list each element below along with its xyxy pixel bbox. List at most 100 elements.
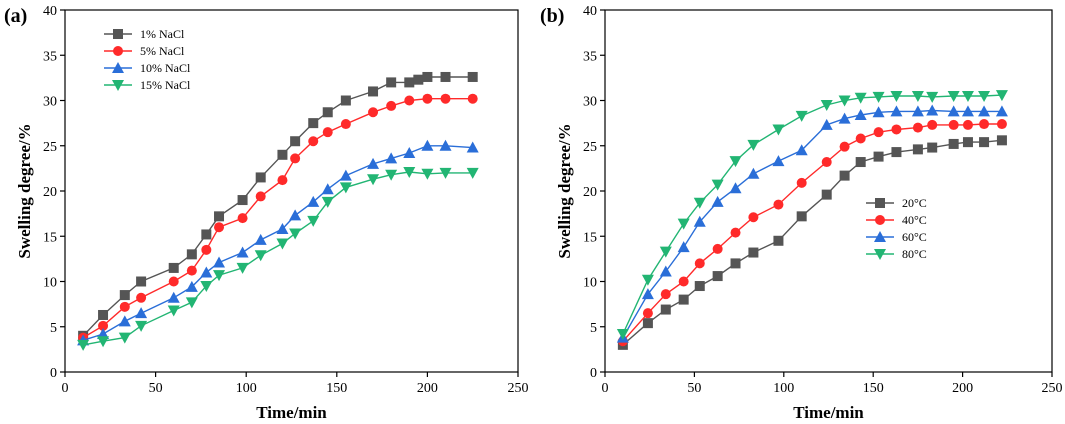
y-tick-label: 30 [43,95,57,110]
data-point [795,144,808,156]
data-point [641,274,654,286]
data-point [200,266,213,278]
data-point [773,199,784,210]
data-point [440,93,451,104]
data-point [289,209,302,221]
panel-b: (b) 0 5 10 15 20 25 30 35 40 0 50 100 150 200 250 Time/m… [540,4,1063,422]
data-point [678,294,689,305]
data-point [927,119,938,130]
data-point [678,276,689,287]
series-line [622,123,1002,342]
legend-marker [875,198,885,208]
data-point [367,157,380,169]
legend-marker [112,62,124,73]
data-point [307,195,320,207]
series-4 [616,90,1008,340]
y-tick-label: 35 [43,49,57,64]
data-point [404,95,415,106]
data-point [820,100,833,112]
x-tick-label: 50 [687,381,701,396]
data-point [911,90,924,102]
y-tick-label: 25 [43,140,57,155]
data-point [340,95,351,106]
data-point [307,215,320,227]
data-point [322,107,333,118]
data-point [186,265,197,276]
data-point [694,258,705,269]
data-point [677,241,690,253]
data-point [729,182,742,194]
data-point [729,156,742,168]
data-point [467,93,478,104]
data-point [321,196,334,208]
data-point [912,144,923,155]
legend-marker [112,80,124,91]
data-point [439,167,452,179]
series-line [622,139,1002,346]
data-point [466,141,479,153]
data-point [422,93,433,104]
data-point [890,105,903,117]
data-point [168,262,179,273]
data-point [276,238,289,250]
data-point [439,139,452,151]
y-tick-label: 10 [583,276,597,291]
data-point [167,291,180,303]
data-point [711,195,724,207]
legend-marker [875,215,885,225]
y-tick-label: 25 [583,140,597,155]
data-point [926,104,939,116]
data-point [213,256,226,268]
data-point [308,136,319,147]
data-point [308,118,319,129]
legend-label: 80°C [902,247,927,261]
data-point [912,122,923,133]
data-point [659,265,672,277]
data-point [277,175,288,186]
data-point [747,167,760,179]
data-point [979,119,990,130]
x-axis-title: Time/min [256,403,327,422]
data-point [368,86,379,97]
data-point [118,332,131,344]
series-3 [616,104,1008,343]
y-tick-label: 20 [43,185,57,200]
data-point [854,108,867,120]
data-point [386,100,397,111]
data-point [772,124,785,136]
data-point [237,195,248,206]
data-point [730,258,741,269]
data-point [660,304,671,315]
data-point [201,229,212,240]
data-point [185,280,198,292]
data-point [839,141,850,152]
data-point [255,191,266,202]
data-point [136,292,147,303]
data-point [440,71,451,82]
y-tick-label: 20 [583,185,597,200]
data-point [891,147,902,158]
data-point [948,119,959,130]
data-point [796,211,807,222]
data-point [201,244,212,255]
legend-label: 20°C [902,196,927,210]
data-point [136,276,147,287]
y-axis-title: Swelling degree/% [15,123,34,258]
data-point [995,90,1008,102]
data-point [748,212,759,223]
legend-marker [874,231,886,242]
y-tick-label: 15 [583,230,597,245]
data-point [979,137,990,148]
data-point [947,105,960,117]
data-point [873,127,884,138]
data-point [978,90,991,102]
y-tick-label: 40 [583,4,597,19]
x-tick-label: 100 [236,381,257,396]
data-point [97,336,110,348]
data-point [385,169,398,181]
data-point [119,290,130,301]
data-point [276,223,289,235]
data-point [403,166,416,178]
legend-label: 10% NaCl [140,61,191,75]
y-tick-label: 40 [43,4,57,19]
